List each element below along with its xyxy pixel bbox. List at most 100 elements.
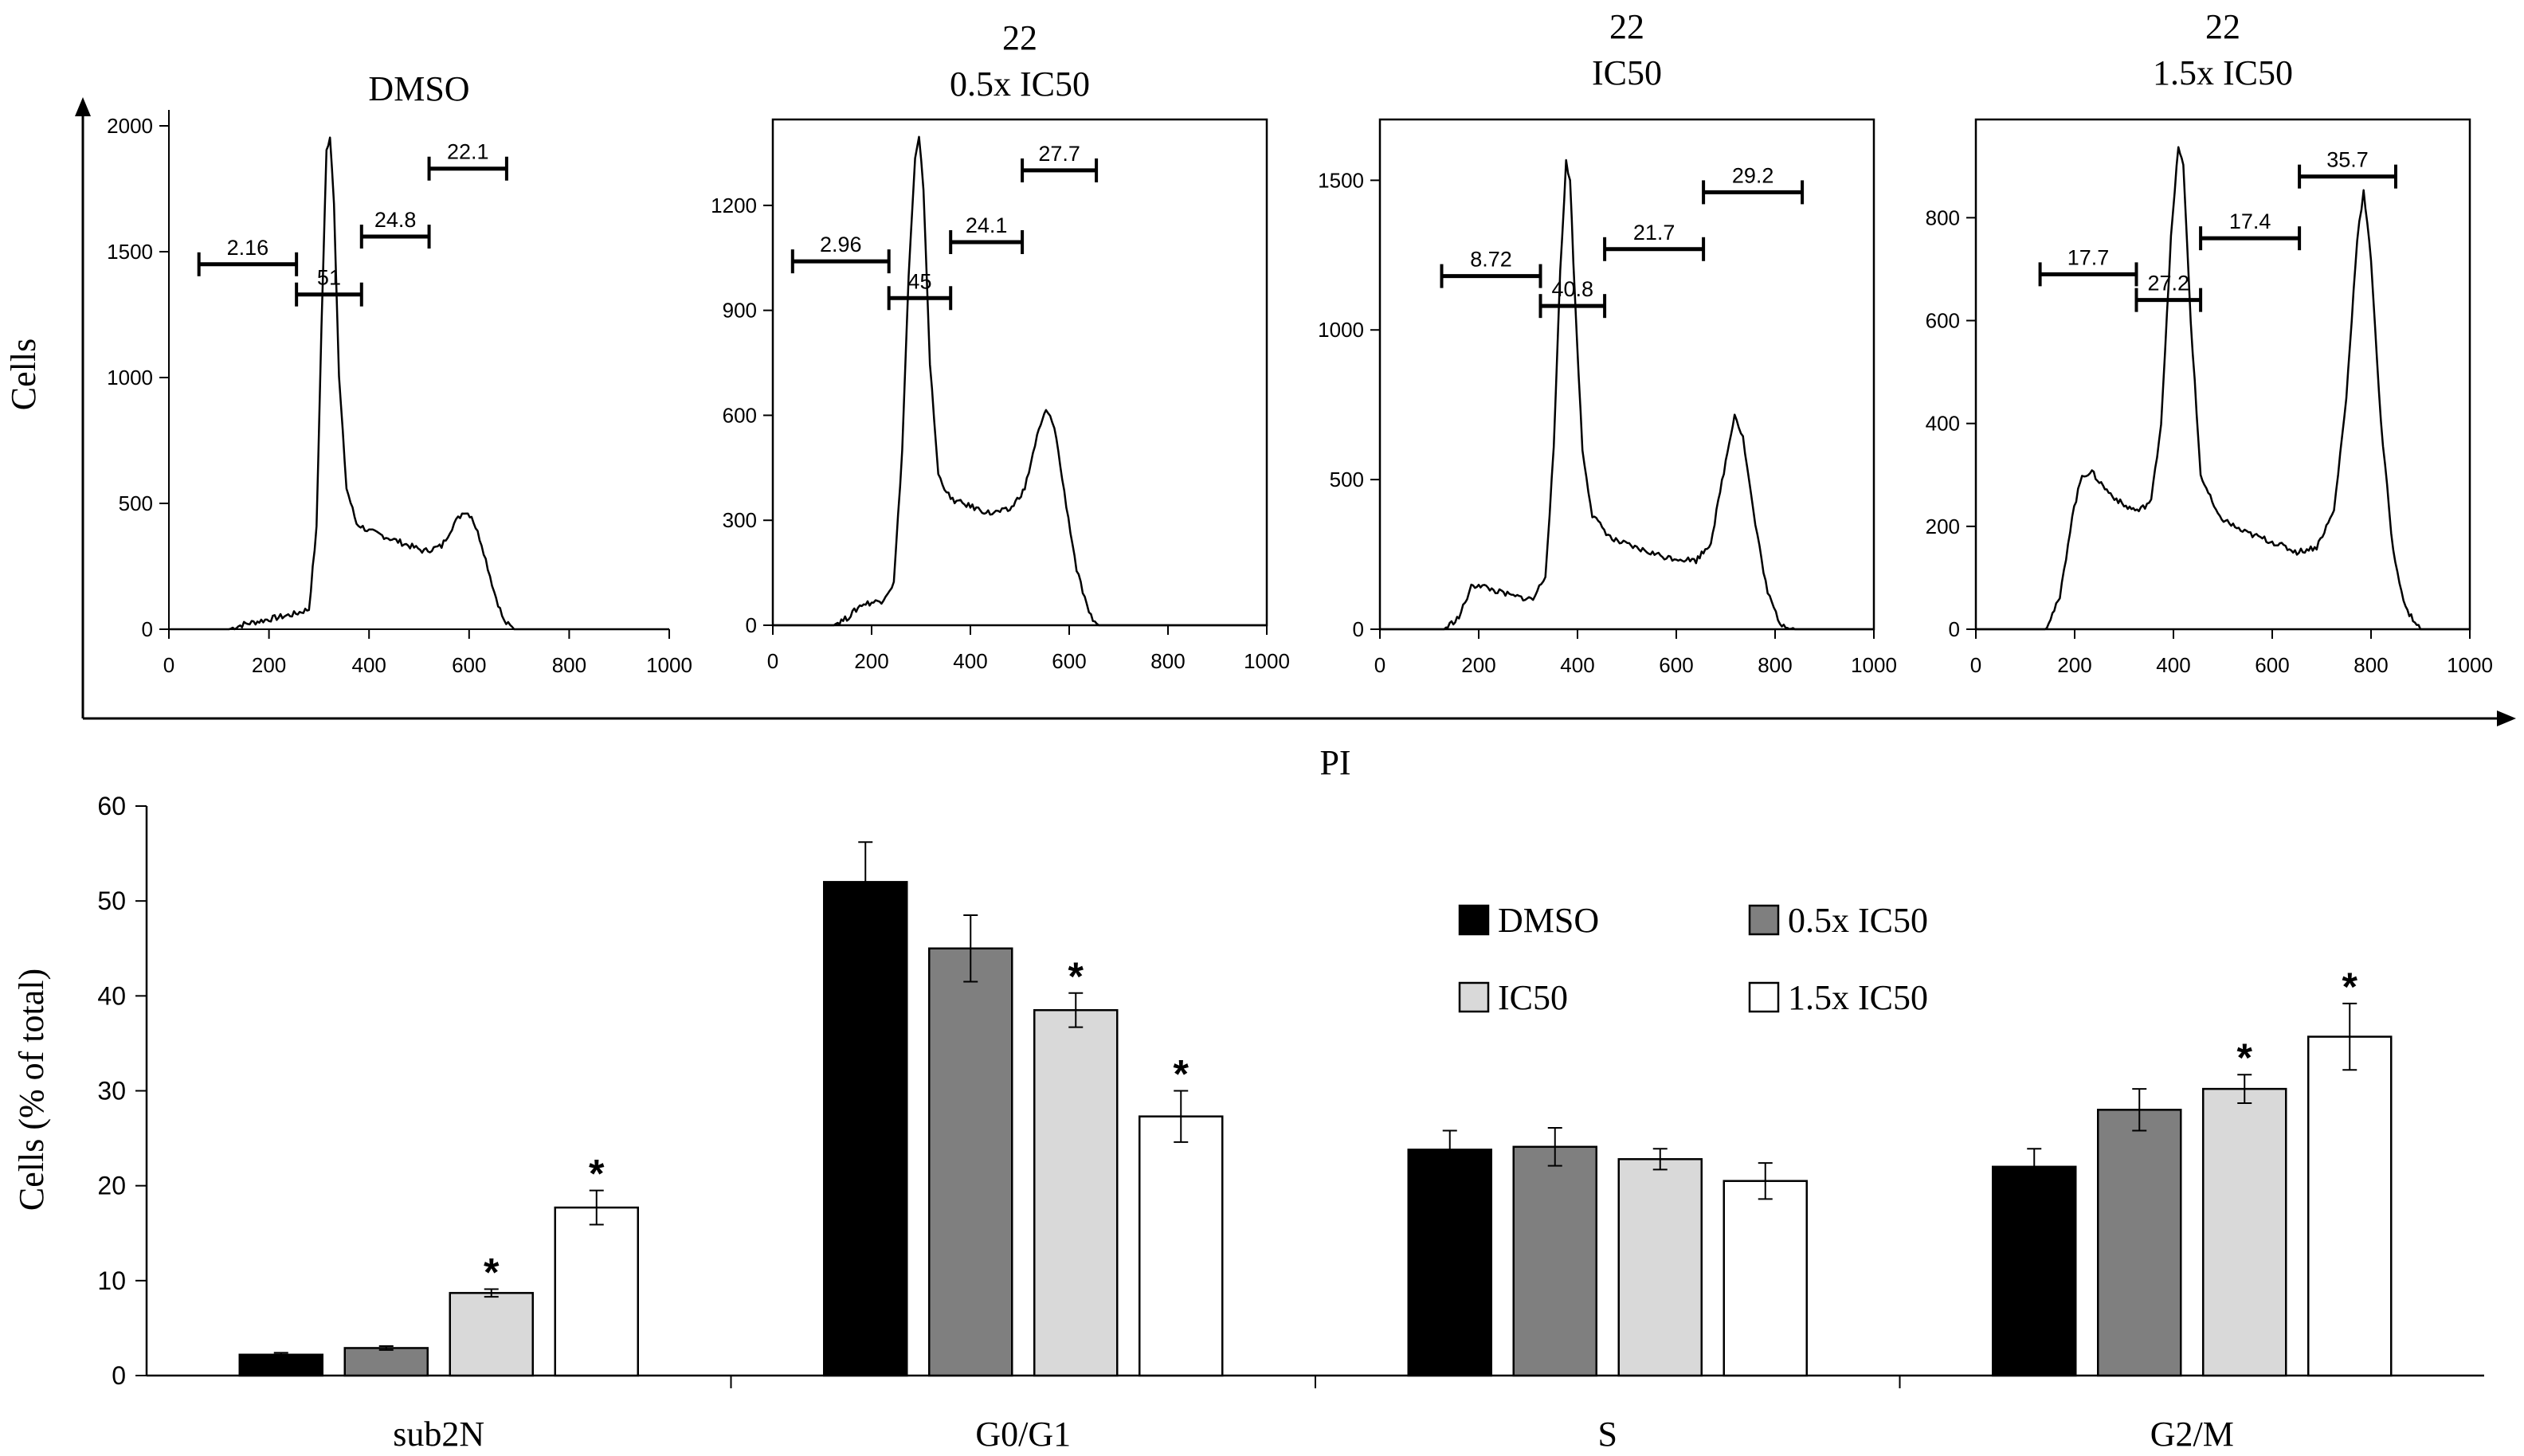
bar-group-item: * (449, 1251, 534, 1377)
legend-item: DMSO (1458, 901, 1599, 940)
gate-label: 2.96 (820, 233, 862, 256)
histogram-x-tick-label: 600 (452, 653, 486, 677)
bar (2097, 1109, 2182, 1377)
legend-label: 0.5x IC50 (1788, 901, 1928, 940)
histogram-x-tick-label: 1000 (1244, 649, 1290, 673)
bar (1512, 1145, 1597, 1377)
bar-y-tick-label: 20 (97, 1172, 126, 1200)
significance-marker: * (589, 1152, 605, 1196)
histogram-y-tick-label: 0 (746, 613, 757, 637)
histogram-y-tick-label: 200 (1926, 515, 1960, 538)
bar (449, 1292, 534, 1377)
gate-label: 2.16 (227, 236, 269, 260)
gate-marker: 2.96 (790, 233, 891, 274)
histogram-x-tick-label: 600 (1659, 653, 1693, 677)
gate-label: 40.8 (1552, 277, 1594, 301)
gate-label: 35.7 (2326, 148, 2369, 172)
histogram-x-tick-label: 200 (1461, 653, 1495, 677)
legend-item: 1.5x IC50 (1748, 978, 1928, 1017)
bar-group-item: * (1139, 1052, 1224, 1377)
bar (1139, 1115, 1224, 1377)
histogram-frame (771, 118, 1268, 627)
legend-swatch (1458, 904, 1490, 936)
bar-chart-panel: Cells (% of total) 0 10 20 30 40 50 60 sub2N G0/… (12, 792, 2484, 1454)
gate-marker: 51 (295, 266, 363, 307)
histogram-frame (1974, 118, 2471, 631)
histogram-y-tick-label: 0 (142, 617, 153, 641)
bar (238, 1353, 323, 1377)
bar-group-item: * (554, 1152, 639, 1377)
bar-y-tick-label: 50 (97, 887, 126, 915)
histogram-x-tick-label: 0 (767, 649, 778, 673)
gate-label: 8.72 (1470, 248, 1512, 272)
histogram-x-tick-label: 800 (552, 653, 586, 677)
histogram-x-tick-label: 400 (2156, 653, 2190, 677)
significance-marker: * (1068, 954, 1084, 999)
histogram-y-tick-label: 900 (723, 299, 757, 323)
bar-group-item (823, 841, 908, 1377)
histogram-x-tick-label: 800 (2354, 653, 2388, 677)
bar (1617, 1158, 1703, 1377)
histogram-y-tick-label: 400 (1926, 412, 1960, 436)
gate-label: 24.8 (374, 208, 417, 232)
bar-group-item (343, 1345, 429, 1377)
histogram-title-line2: 0.5x IC50 (950, 65, 1090, 104)
significance-marker: * (1174, 1052, 1189, 1097)
histogram-y-tick-label: 0 (1949, 617, 1960, 641)
bar-group-item (1992, 1148, 2077, 1377)
bar-category-label: G2/M (2150, 1415, 2234, 1454)
bar-y-tick-label: 0 (112, 1361, 126, 1390)
histogram-x-tick-label: 400 (1560, 653, 1594, 677)
bar-group-item (928, 914, 1013, 1377)
significance-marker: * (2342, 965, 2358, 1009)
histogram-y-tick-label: 1000 (1318, 318, 1364, 342)
top-y-axis-label: Cells (4, 339, 43, 410)
bar (2307, 1035, 2393, 1377)
histogram-x-tick-label: 800 (1150, 649, 1185, 673)
top-outer-y-arrow (75, 97, 91, 116)
bar-group-item (2097, 1088, 2182, 1377)
histogram-2: 22 0.5x IC50 0 200 400 600 800 1000 0 300 600 900 12… (711, 18, 1290, 673)
bar (1033, 1008, 1119, 1377)
histogram-y-tick-label: 500 (119, 491, 153, 515)
bar (343, 1347, 429, 1377)
legend-swatch (1748, 981, 1780, 1013)
gate-marker: 29.2 (1702, 163, 1805, 205)
gate-label: 29.2 (1732, 163, 1774, 187)
top-x-axis-label: PI (1319, 743, 1350, 782)
gate-label: 21.7 (1633, 221, 1675, 245)
histogram-x-tick-label: 1000 (646, 653, 692, 677)
legend-swatch (1458, 981, 1490, 1013)
gate-marker: 40.8 (1538, 277, 1607, 319)
bar-group-item (1407, 1129, 1492, 1377)
bar-y-tick-label: 60 (97, 792, 126, 820)
histogram-panel: Cells PI DMSO 0 200 400 600 800 1000 0 500 1000 15… (4, 7, 2516, 782)
histogram-x-tick-label: 1000 (1851, 653, 1897, 677)
gate-marker: 17.4 (2199, 209, 2302, 251)
legend-label: 1.5x IC50 (1788, 978, 1928, 1017)
bar (2202, 1087, 2287, 1377)
histogram-x-tick-label: 0 (163, 653, 174, 677)
histogram-x-tick-label: 200 (252, 653, 286, 677)
bar (554, 1206, 639, 1377)
histogram-profile-line (773, 135, 1267, 627)
gate-label: 17.4 (2229, 209, 2271, 233)
histogram-x-tick-label: 200 (854, 649, 888, 673)
gate-marker: 17.7 (2038, 245, 2138, 287)
gate-label: 51 (317, 266, 341, 290)
histogram-x-tick-label: 400 (953, 649, 987, 673)
histogram-title-line1: 22 (1609, 7, 1644, 46)
histogram-y-tick-label: 2000 (107, 114, 153, 138)
legend-swatch (1748, 904, 1780, 936)
histogram-title-line1: 22 (1002, 18, 1037, 57)
bar-group-item (1512, 1126, 1597, 1377)
bar-group-item (1617, 1148, 1703, 1377)
bar-category-label: G0/G1 (975, 1415, 1071, 1454)
gate-marker: 2.16 (197, 236, 299, 276)
gate-marker: 24.1 (949, 213, 1025, 254)
histogram-x-tick-label: 200 (2057, 653, 2091, 677)
histogram-title-line2: DMSO (368, 69, 469, 108)
bar (928, 947, 1013, 1377)
bar (823, 881, 908, 1377)
gate-marker: 35.7 (2298, 148, 2397, 189)
